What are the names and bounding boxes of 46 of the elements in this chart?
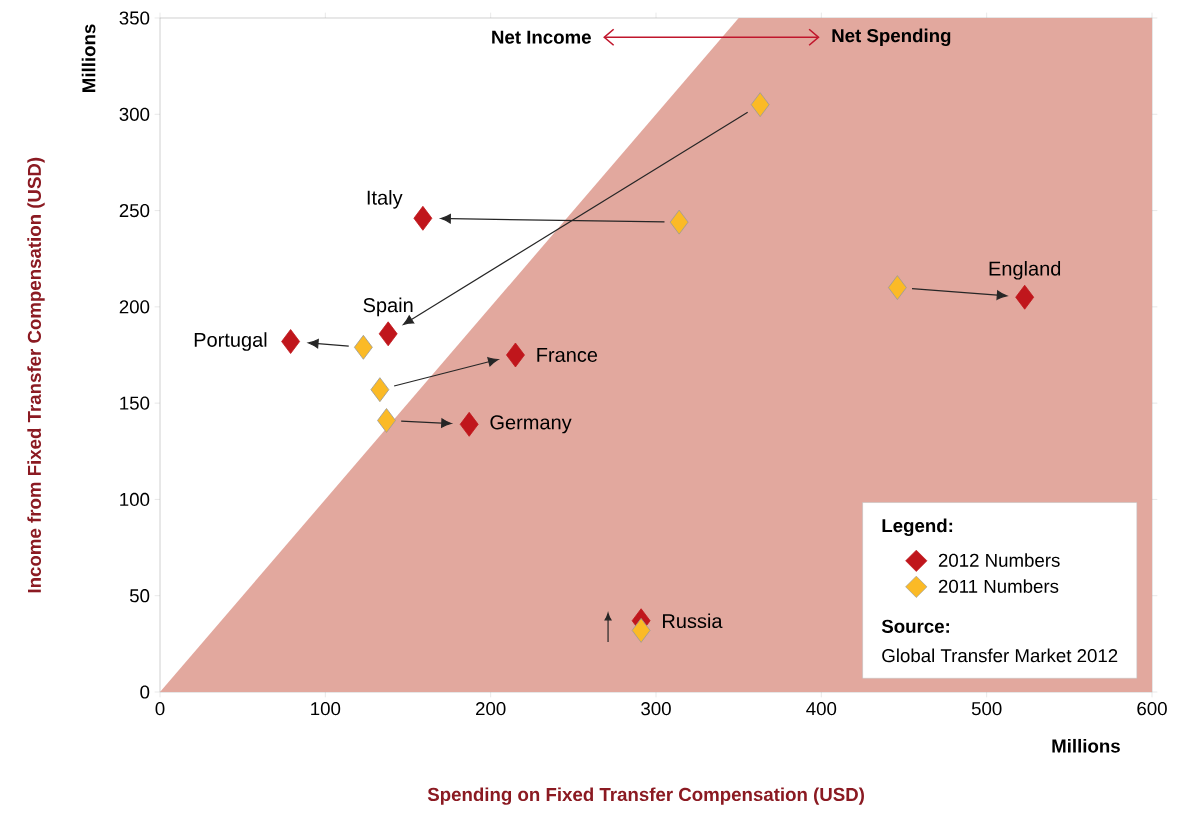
point — [506, 342, 525, 368]
point — [281, 329, 301, 354]
x-tick-label: 300 — [641, 702, 671, 716]
point — [750, 92, 770, 118]
point — [377, 408, 396, 433]
x-tick-label: 200 — [476, 702, 506, 716]
annotation: Portugal — [194, 332, 267, 351]
x-tick-label: 100 — [311, 702, 341, 716]
annotation: Germany — [490, 415, 572, 434]
legend-title: Legend: — [882, 518, 953, 537]
point — [459, 411, 479, 437]
y-tick-label: 300 — [119, 107, 150, 121]
x-tick-label: 400 — [806, 702, 837, 716]
y-tick-label: 350 — [119, 11, 150, 25]
annotation: England — [989, 260, 1061, 280]
annotation: Italy — [367, 190, 403, 209]
point — [887, 275, 907, 300]
annotation: France — [537, 348, 598, 362]
x-axis-title: Spending on Fixed Transfer Compensation (USD) — [427, 787, 864, 805]
text: Millions — [1052, 738, 1120, 753]
y-tick-label: 200 — [119, 300, 150, 314]
y-axis-title: Income from Fixed Transfer Compensation (USD) — [27, 157, 45, 593]
point — [378, 321, 398, 347]
point — [353, 334, 373, 360]
annotation: Source: — [881, 619, 949, 633]
x-tick-label: 0 — [155, 702, 165, 716]
x-tick-label: 600 — [1137, 702, 1167, 716]
y-tick-label: 150 — [120, 396, 150, 410]
text: Millions — [81, 24, 96, 92]
point — [669, 209, 689, 235]
y-tick-label: 0 — [140, 685, 150, 699]
point — [413, 205, 433, 231]
legend-label: 2012 Numbers — [938, 553, 1060, 567]
y-tick-label: 50 — [129, 589, 150, 603]
legend-label: 2011 Numbers — [938, 579, 1059, 593]
point — [1015, 284, 1035, 310]
annotation: Spain — [363, 297, 413, 317]
x-tick-label: 500 — [971, 702, 1002, 716]
y-tick-label: 100 — [120, 492, 150, 507]
y-tick-label: 250 — [119, 203, 150, 218]
annotation: Russia — [663, 613, 723, 629]
point — [631, 617, 651, 643]
annotation: Net Income — [492, 30, 591, 44]
annotation: Net Spending — [832, 28, 951, 46]
point — [370, 377, 390, 403]
annotation: Global Transfer Market 2012 — [882, 648, 1118, 663]
